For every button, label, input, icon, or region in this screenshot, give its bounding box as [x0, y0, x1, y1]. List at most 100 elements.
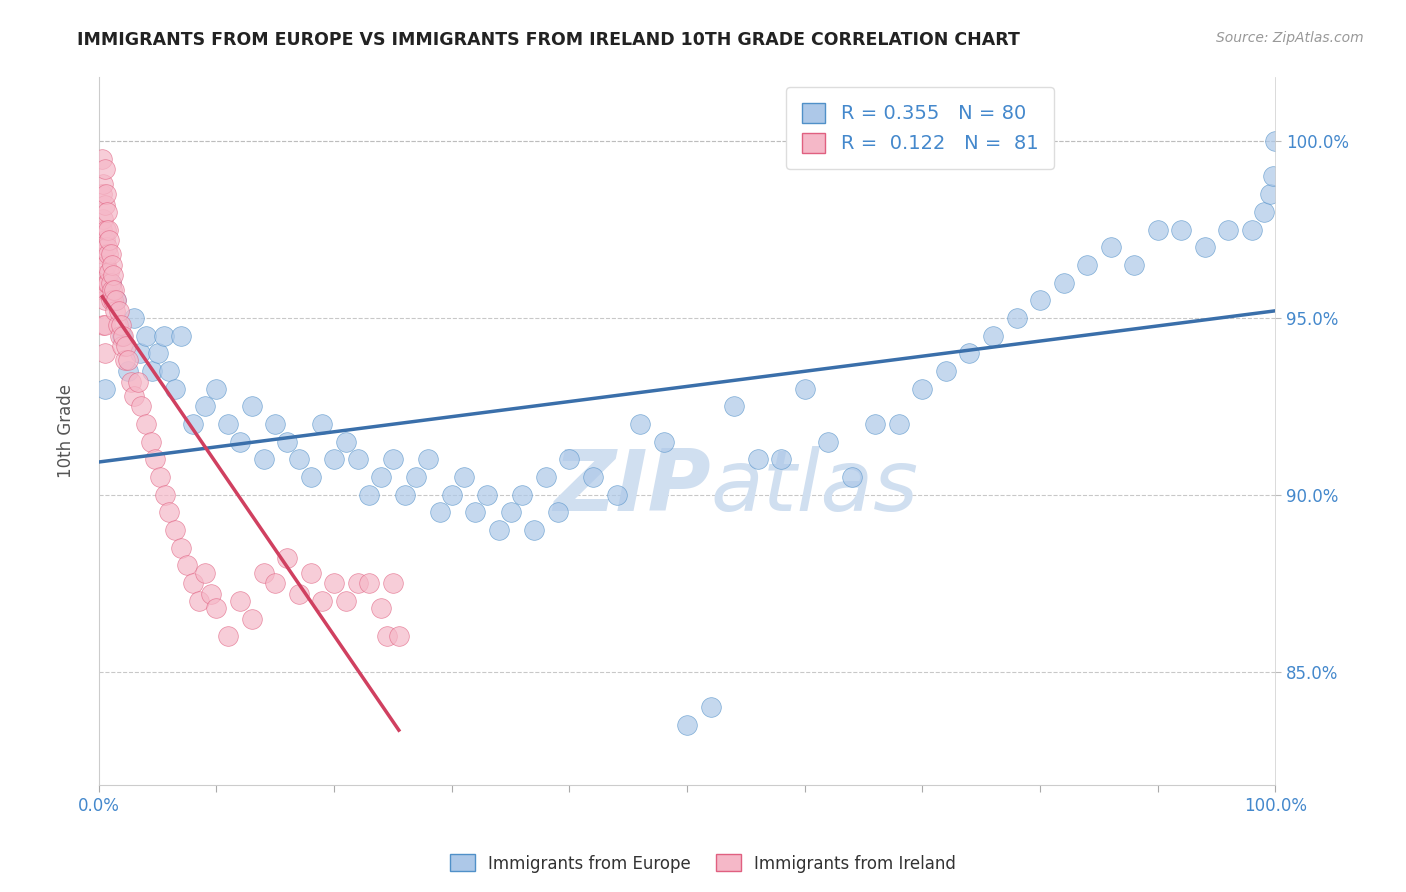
Point	[93, 293, 115, 308]
Point	[699, 700, 721, 714]
Point	[394, 488, 416, 502]
Point	[405, 470, 427, 484]
Point	[240, 611, 263, 625]
Point	[93, 233, 115, 247]
Point	[475, 488, 498, 502]
Point	[534, 470, 557, 484]
Point	[112, 328, 135, 343]
Point	[865, 417, 887, 431]
Point	[418, 452, 440, 467]
Point	[100, 276, 122, 290]
Point	[346, 452, 368, 467]
Point	[370, 601, 392, 615]
Point	[770, 452, 793, 467]
Point	[157, 505, 180, 519]
Point	[107, 318, 129, 332]
Point	[299, 566, 322, 580]
Point	[276, 434, 298, 449]
Point	[547, 505, 569, 519]
Point	[346, 576, 368, 591]
Point	[264, 417, 287, 431]
Text: atlas: atlas	[710, 446, 918, 529]
Point	[170, 328, 193, 343]
Point	[98, 233, 121, 247]
Point	[1170, 222, 1192, 236]
Point	[240, 400, 263, 414]
Point	[488, 523, 510, 537]
Point	[299, 470, 322, 484]
Point	[723, 400, 745, 414]
Text: IMMIGRANTS FROM EUROPE VS IMMIGRANTS FROM IRELAND 10TH GRADE CORRELATION CHART: IMMIGRANTS FROM EUROPE VS IMMIGRANTS FRO…	[77, 31, 1021, 49]
Point	[381, 452, 404, 467]
Point	[122, 389, 145, 403]
Point	[217, 417, 239, 431]
Point	[93, 268, 115, 283]
Point	[93, 283, 115, 297]
Point	[959, 346, 981, 360]
Point	[111, 328, 134, 343]
Point	[181, 417, 204, 431]
Point	[96, 204, 118, 219]
Text: Source: ZipAtlas.com: Source: ZipAtlas.com	[1216, 31, 1364, 45]
Point	[817, 434, 839, 449]
Point	[146, 346, 169, 360]
Point	[100, 258, 122, 272]
Point	[94, 187, 117, 202]
Point	[176, 558, 198, 573]
Point	[91, 187, 114, 202]
Point	[935, 364, 957, 378]
Point	[841, 470, 863, 484]
Point	[1194, 240, 1216, 254]
Point	[122, 310, 145, 325]
Point	[94, 283, 117, 297]
Point	[149, 470, 172, 484]
Point	[200, 587, 222, 601]
Point	[100, 276, 122, 290]
Point	[217, 629, 239, 643]
Point	[100, 247, 122, 261]
Legend: Immigrants from Europe, Immigrants from Ireland: Immigrants from Europe, Immigrants from …	[443, 847, 963, 880]
Point	[229, 594, 252, 608]
Point	[229, 434, 252, 449]
Point	[453, 470, 475, 484]
Point	[141, 364, 163, 378]
Point	[135, 328, 157, 343]
Point	[94, 222, 117, 236]
Point	[105, 293, 128, 308]
Point	[93, 382, 115, 396]
Point	[628, 417, 651, 431]
Point	[101, 293, 124, 308]
Point	[512, 488, 534, 502]
Point	[252, 452, 274, 467]
Point	[1052, 276, 1074, 290]
Point	[100, 293, 122, 308]
Point	[97, 222, 120, 236]
Point	[103, 283, 125, 297]
Point	[152, 328, 174, 343]
Point	[1076, 258, 1098, 272]
Point	[1264, 134, 1286, 148]
Point	[911, 382, 934, 396]
Point	[96, 240, 118, 254]
Legend: R = 0.355   N = 80, R =  0.122   N =  81: R = 0.355 N = 80, R = 0.122 N = 81	[786, 87, 1054, 169]
Point	[114, 353, 136, 368]
Point	[558, 452, 581, 467]
Point	[104, 303, 127, 318]
Point	[170, 541, 193, 555]
Point	[165, 523, 187, 537]
Point	[108, 328, 131, 343]
Point	[288, 452, 311, 467]
Point	[120, 375, 142, 389]
Point	[117, 364, 139, 378]
Text: ZIP: ZIP	[553, 446, 710, 529]
Point	[311, 417, 333, 431]
Point	[370, 470, 392, 484]
Point	[94, 258, 117, 272]
Point	[117, 353, 139, 368]
Point	[127, 375, 149, 389]
Point	[276, 551, 298, 566]
Point	[605, 488, 627, 502]
Point	[359, 488, 381, 502]
Point	[1123, 258, 1146, 272]
Point	[97, 276, 120, 290]
